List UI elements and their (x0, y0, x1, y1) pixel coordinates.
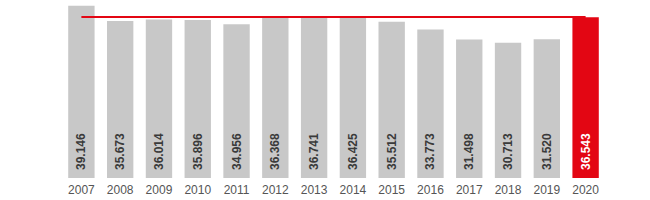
svg-text:30.713: 30.713 (501, 133, 515, 170)
svg-text:2020: 2020 (572, 183, 599, 197)
svg-text:2015: 2015 (378, 183, 405, 197)
svg-text:36.014: 36.014 (152, 133, 166, 170)
svg-text:2009: 2009 (146, 183, 173, 197)
svg-text:33.773: 33.773 (423, 133, 437, 170)
svg-text:39.146: 39.146 (74, 133, 88, 170)
svg-text:2016: 2016 (417, 183, 444, 197)
svg-text:36.368: 36.368 (268, 133, 282, 170)
svg-text:36.741: 36.741 (307, 133, 321, 170)
svg-text:2012: 2012 (262, 183, 289, 197)
svg-text:2007: 2007 (68, 183, 95, 197)
svg-text:31.498: 31.498 (462, 133, 476, 170)
svg-text:2008: 2008 (107, 183, 134, 197)
svg-text:36.543: 36.543 (579, 133, 593, 170)
svg-text:35.896: 35.896 (191, 133, 205, 170)
svg-text:2011: 2011 (224, 183, 250, 197)
svg-text:34.956: 34.956 (230, 133, 244, 170)
svg-text:2010: 2010 (184, 183, 211, 197)
svg-text:2019: 2019 (533, 183, 560, 197)
svg-text:2017: 2017 (456, 183, 483, 197)
svg-text:2013: 2013 (301, 183, 328, 197)
svg-text:35.512: 35.512 (385, 133, 399, 170)
svg-text:2018: 2018 (495, 183, 522, 197)
svg-text:31.520: 31.520 (540, 133, 554, 170)
svg-text:2014: 2014 (340, 183, 367, 197)
svg-text:36.425: 36.425 (346, 133, 360, 170)
svg-text:35.673: 35.673 (113, 133, 127, 170)
